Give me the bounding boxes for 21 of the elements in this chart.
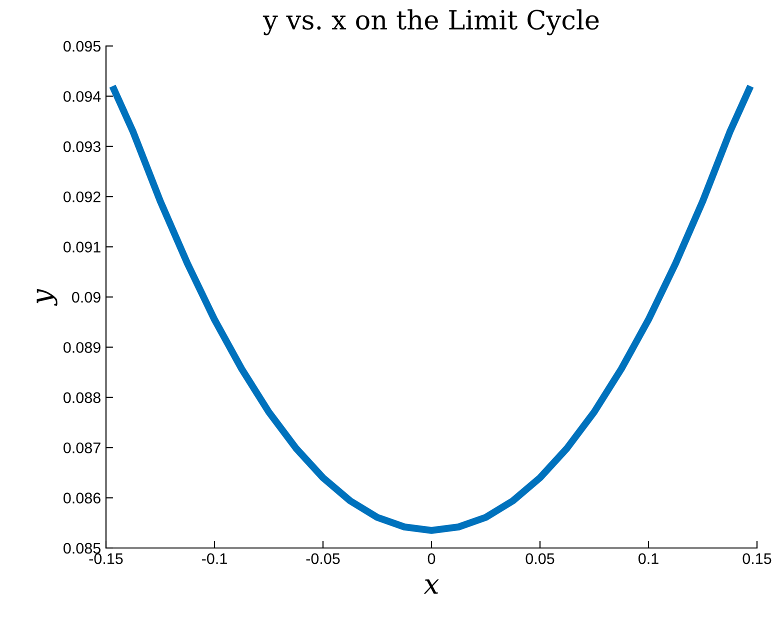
y-tick-label: 0.088	[64, 392, 100, 404]
y-tick-label: 0.09	[72, 292, 100, 303]
chart-title: y vs. x on the Limit Cycle	[262, 9, 599, 36]
x-tick-label: 0.1	[638, 553, 658, 564]
x-tick-label: 0.05	[526, 553, 554, 564]
x-tick-label: 0	[428, 553, 436, 564]
y-tick-label: 0.091	[64, 242, 100, 252]
x-tick-label: -0.1	[202, 553, 227, 564]
y-tick-label: 0.093	[64, 141, 100, 152]
y-tick-label: 0.087	[64, 442, 100, 454]
y-tick-label: 0.095	[64, 40, 100, 52]
x-tick-label: -0.05	[306, 553, 340, 564]
y-tick-label: 0.086	[64, 492, 100, 504]
x-axis-title: x	[424, 579, 439, 594]
y-axis-title: y	[36, 288, 58, 306]
y-tick-label: 0.089	[64, 342, 100, 353]
x-tick-label: 0.15	[742, 553, 772, 564]
y-tick-label: 0.085	[64, 542, 100, 554]
y-tick-label: 0.092	[64, 191, 100, 202]
x-tick-label: -0.15	[89, 553, 123, 564]
y-tick-label: 0.094	[64, 91, 101, 102]
